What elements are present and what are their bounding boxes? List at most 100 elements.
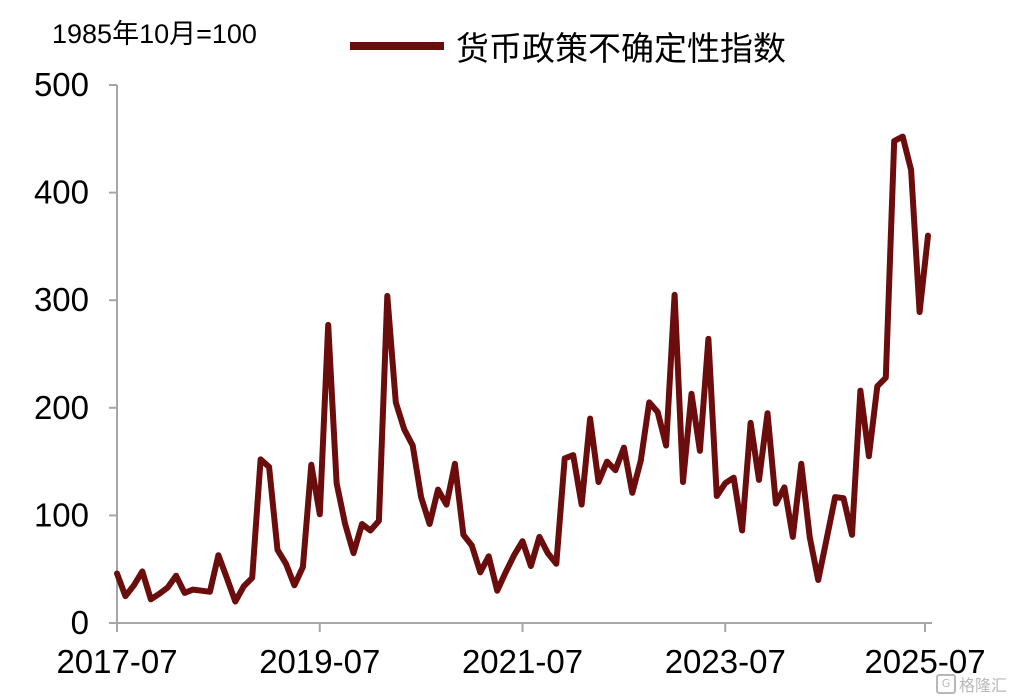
gelonghui-logo-icon: G <box>935 674 956 694</box>
y-tick-label: 500 <box>34 66 89 103</box>
data-point <box>216 553 220 557</box>
data-point <box>689 392 693 396</box>
data-point <box>909 168 913 172</box>
data-point <box>436 488 440 492</box>
data-point <box>757 478 761 482</box>
data-point <box>512 553 516 557</box>
data-point <box>858 389 862 393</box>
data-point <box>360 522 364 526</box>
data-point <box>318 512 322 516</box>
data-point <box>529 564 533 568</box>
data-point <box>597 480 601 484</box>
data-point <box>521 539 525 543</box>
data-point <box>259 457 263 461</box>
data-point <box>461 533 465 537</box>
data-point <box>478 570 482 574</box>
y-tick-label: 300 <box>34 281 89 318</box>
data-point <box>630 491 634 495</box>
x-tick-label: 2019-07 <box>259 643 380 680</box>
watermark: G 格隆汇 <box>935 672 1007 696</box>
data-point <box>199 589 203 593</box>
series-line-monetary-policy-uncertainty <box>114 133 931 605</box>
data-point <box>647 400 651 404</box>
data-point <box>698 449 702 453</box>
data-point <box>284 562 288 566</box>
data-point <box>639 459 643 463</box>
y-tick-label: 200 <box>34 389 89 426</box>
data-point <box>892 139 896 143</box>
data-point <box>123 594 127 598</box>
data-point <box>352 551 356 555</box>
data-point <box>825 537 829 541</box>
data-point <box>276 548 280 552</box>
data-point <box>875 384 879 388</box>
data-point <box>495 589 499 593</box>
x-tick-label: 2017-07 <box>56 643 177 680</box>
y-tick-label: 0 <box>71 604 89 641</box>
watermark-text: 格隆汇 <box>958 676 1007 695</box>
data-point <box>411 443 415 447</box>
data-point <box>588 417 592 421</box>
data-point <box>174 574 178 578</box>
data-point <box>791 535 795 539</box>
data-point <box>301 565 305 569</box>
data-point <box>765 411 769 415</box>
data-point <box>580 503 584 507</box>
data-point <box>470 544 474 548</box>
data-point <box>191 588 195 592</box>
data-point <box>242 584 246 588</box>
data-point <box>166 585 170 589</box>
legend: 货币政策不确定性指数 <box>350 24 786 68</box>
data-point <box>183 591 187 595</box>
data-point <box>622 446 626 450</box>
data-point <box>833 495 837 499</box>
data-point <box>706 337 710 341</box>
data-point <box>673 293 677 297</box>
data-point <box>808 535 812 539</box>
data-point <box>554 562 558 566</box>
data-point <box>487 554 491 558</box>
data-point <box>537 535 541 539</box>
data-point <box>605 460 609 464</box>
data-point <box>681 480 685 484</box>
data-point <box>140 569 144 573</box>
data-point <box>664 443 668 447</box>
data-point <box>918 310 922 314</box>
data-point <box>233 599 237 603</box>
data-point <box>444 503 448 507</box>
data-point <box>816 578 820 582</box>
x-tick-label: 2023-07 <box>665 643 786 680</box>
data-point <box>901 135 905 139</box>
data-point <box>326 323 330 327</box>
data-point <box>715 494 719 498</box>
data-point <box>394 400 398 404</box>
y-tick-label: 100 <box>34 496 89 533</box>
data-point <box>385 294 389 298</box>
data-point <box>419 495 423 499</box>
y-tick-label: 400 <box>34 174 89 211</box>
data-point <box>377 519 381 523</box>
unit-note: 1985年10月=100 <box>52 19 257 49</box>
data-point <box>132 583 136 587</box>
data-point <box>723 481 727 485</box>
data-point <box>343 522 347 526</box>
data-point <box>774 502 778 506</box>
data-point <box>799 462 803 466</box>
legend-label: 货币政策不确定性指数 <box>456 29 786 68</box>
data-point <box>208 590 212 594</box>
data-point <box>842 496 846 500</box>
data-point <box>368 528 372 532</box>
data-point <box>267 465 271 469</box>
data-point <box>335 481 339 485</box>
data-point <box>740 528 744 532</box>
data-point <box>115 572 119 576</box>
data-point <box>428 522 432 526</box>
data-point <box>292 583 296 587</box>
data-point <box>546 551 550 555</box>
data-point <box>571 453 575 457</box>
data-point <box>453 462 457 466</box>
data-point <box>613 468 617 472</box>
data-point <box>656 410 660 414</box>
data-point <box>504 570 508 574</box>
